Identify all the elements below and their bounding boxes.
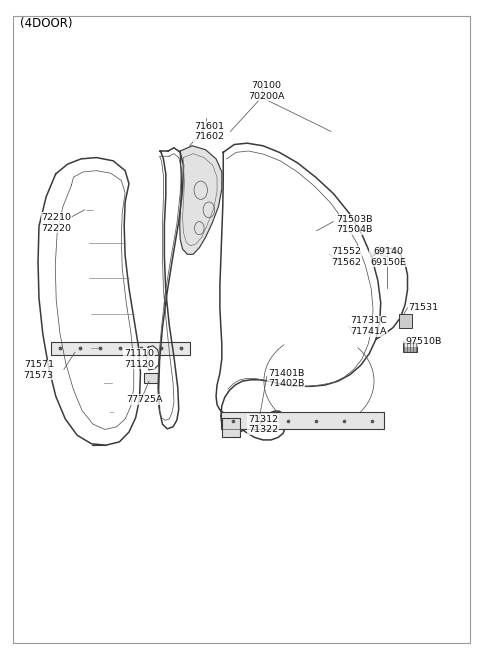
Text: 71601
71602: 71601 71602: [194, 122, 224, 141]
Polygon shape: [180, 146, 222, 254]
Text: 71401B
71402B: 71401B 71402B: [268, 369, 304, 388]
Text: 71571
71573: 71571 71573: [24, 360, 54, 380]
Text: 70100
70200A: 70100 70200A: [248, 81, 285, 101]
Bar: [399, 314, 412, 328]
Text: 77725A: 77725A: [126, 395, 163, 404]
Text: 71531: 71531: [408, 303, 439, 312]
Text: 72210
72220: 72210 72220: [41, 214, 72, 233]
Text: 71503B
71504B: 71503B 71504B: [336, 215, 372, 234]
Bar: [144, 373, 157, 383]
Bar: [221, 413, 384, 429]
Text: 97510B: 97510B: [405, 337, 442, 346]
Bar: [222, 418, 240, 438]
Text: 71731C
71741A: 71731C 71741A: [350, 316, 387, 336]
Bar: [51, 342, 190, 355]
Text: 71110
71120: 71110 71120: [124, 349, 154, 369]
Text: 69140
69150E: 69140 69150E: [370, 247, 406, 267]
Text: 71552
71562: 71552 71562: [331, 247, 361, 267]
Text: 71312
71322: 71312 71322: [248, 415, 278, 434]
Bar: [403, 343, 417, 352]
Text: (4DOOR): (4DOOR): [20, 17, 72, 30]
